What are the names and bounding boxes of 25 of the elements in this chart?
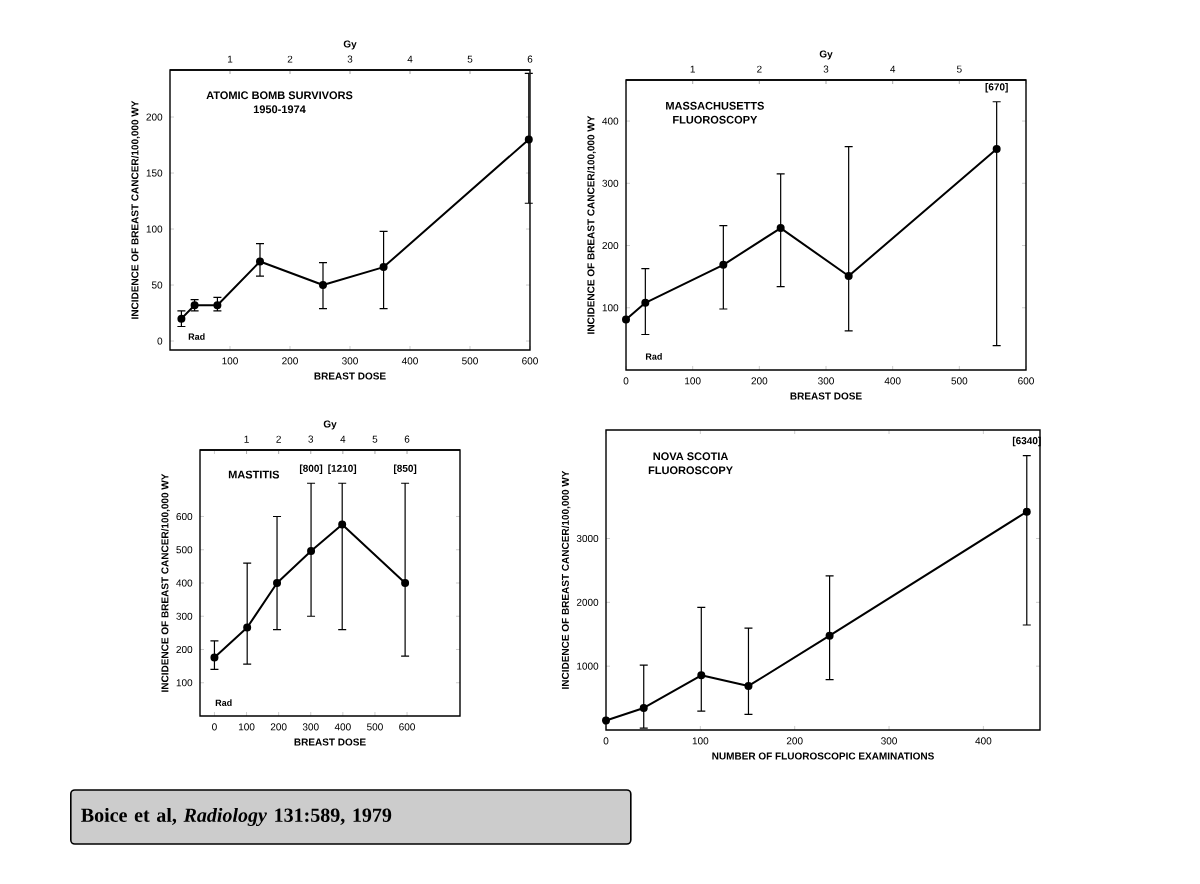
text: Boice et al, Radiology 131:589, 1979: [81, 807, 392, 827]
point: [213, 301, 222, 310]
point: [1022, 507, 1031, 516]
point: [177, 314, 186, 323]
point: [243, 623, 252, 632]
point: [256, 257, 264, 266]
point: [379, 263, 388, 272]
point: [825, 631, 834, 640]
point: [319, 281, 327, 290]
point: [641, 298, 650, 307]
point: [307, 547, 316, 556]
point: [401, 579, 410, 587]
point: [697, 671, 706, 680]
point: [744, 681, 753, 690]
point: [338, 520, 347, 529]
point: [602, 716, 611, 725]
point: [719, 260, 728, 269]
point: [639, 703, 648, 712]
point: [524, 135, 533, 144]
point: [273, 579, 282, 587]
point: [844, 272, 853, 281]
point: [210, 653, 219, 662]
point: [992, 145, 1001, 154]
point: [622, 315, 630, 324]
point: [776, 224, 785, 233]
